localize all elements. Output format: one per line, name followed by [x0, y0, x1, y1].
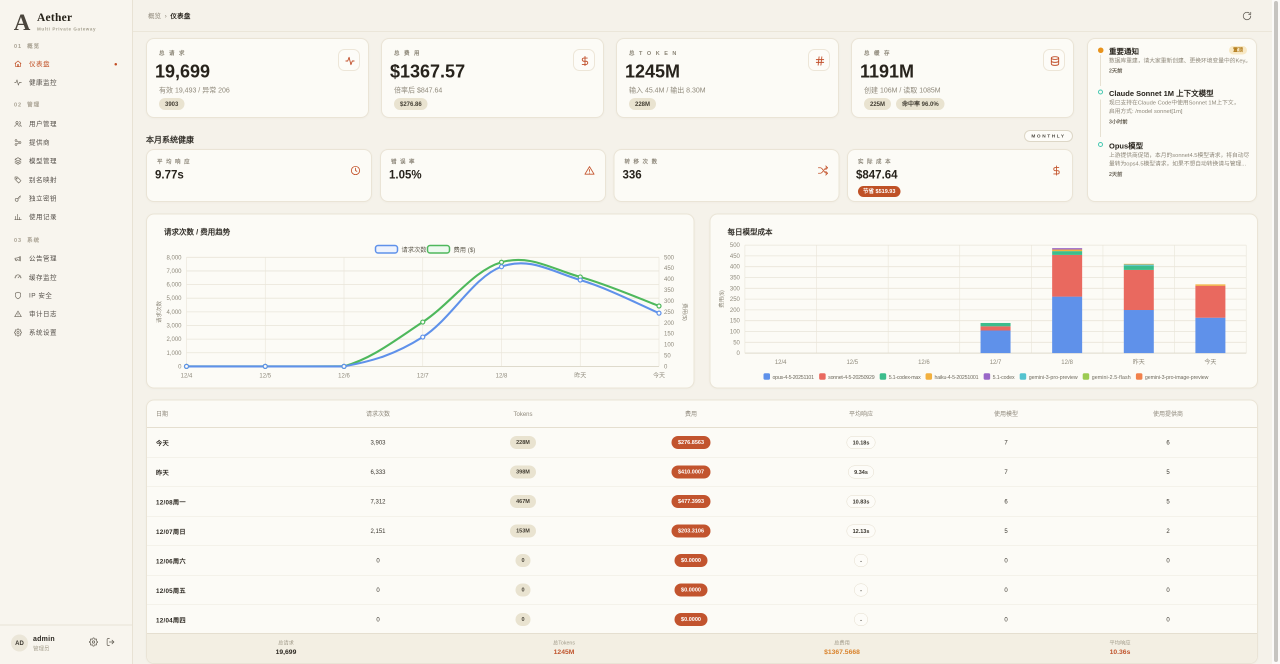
svg-text:5,000: 5,000	[166, 296, 182, 302]
svg-text:昨天: 昨天	[574, 371, 586, 379]
svg-text:400: 400	[664, 277, 675, 283]
svg-text:450: 450	[664, 266, 675, 272]
svg-text:费用 ($): 费用 ($)	[454, 245, 476, 254]
svg-text:1,000: 1,000	[166, 351, 182, 357]
svg-text:250: 250	[730, 297, 741, 303]
svg-text:50: 50	[733, 340, 740, 346]
svg-text:12/7: 12/7	[990, 360, 1002, 366]
svg-text:2,000: 2,000	[166, 337, 182, 343]
svg-text:350: 350	[664, 288, 675, 294]
svg-text:8,000: 8,000	[166, 255, 182, 261]
svg-text:150: 150	[730, 319, 741, 325]
svg-text:12/8: 12/8	[1061, 360, 1073, 366]
svg-text:450: 450	[730, 254, 741, 260]
svg-text:4,000: 4,000	[166, 310, 182, 316]
svg-text:300: 300	[730, 286, 741, 292]
svg-text:100: 100	[730, 330, 741, 336]
svg-text:500: 500	[730, 243, 741, 249]
svg-text:12/7: 12/7	[417, 373, 429, 379]
svg-text:今天: 今天	[1204, 358, 1216, 366]
svg-text:12/4: 12/4	[181, 373, 193, 379]
svg-text:0: 0	[664, 364, 668, 370]
svg-text:250: 250	[664, 310, 675, 316]
svg-text:请求次数: 请求次数	[402, 245, 428, 254]
svg-text:12/5: 12/5	[846, 360, 858, 366]
svg-text:opus-4-5-20251101: opus-4-5-20251101	[773, 375, 815, 381]
svg-text:100: 100	[664, 343, 675, 349]
svg-text:0: 0	[178, 364, 182, 370]
svg-text:昨天: 昨天	[1133, 358, 1145, 366]
svg-text:50: 50	[664, 354, 671, 360]
svg-text:150: 150	[664, 332, 675, 338]
svg-text:6,000: 6,000	[166, 283, 182, 289]
svg-text:12/5: 12/5	[259, 373, 271, 379]
svg-text:0: 0	[737, 351, 741, 357]
svg-text:haiku-4-5-20251001: haiku-4-5-20251001	[935, 375, 979, 381]
svg-text:5.1-codex-max: 5.1-codex-max	[889, 375, 921, 381]
svg-text:12/6: 12/6	[338, 373, 350, 379]
svg-text:今天: 今天	[653, 371, 665, 379]
svg-text:gemini-2.5-flash: gemini-2.5-flash	[1092, 375, 1131, 381]
svg-text:12/6: 12/6	[918, 360, 930, 366]
svg-text:200: 200	[664, 321, 675, 327]
svg-text:5.1-codex: 5.1-codex	[993, 375, 1015, 381]
svg-text:3,000: 3,000	[166, 324, 182, 330]
svg-text:费用($): 费用($)	[681, 303, 689, 321]
svg-text:gemini-3-pro-preview: gemini-3-pro-preview	[1029, 375, 1078, 381]
svg-text:300: 300	[664, 299, 675, 305]
svg-text:费用($): 费用($)	[718, 290, 726, 308]
svg-text:200: 200	[730, 308, 741, 314]
svg-text:400: 400	[730, 265, 741, 271]
svg-text:gemini-3-pro-image-preview: gemini-3-pro-image-preview	[1145, 375, 1209, 381]
svg-text:12/8: 12/8	[496, 373, 508, 379]
svg-text:请求次数: 请求次数	[155, 301, 163, 324]
svg-text:500: 500	[664, 255, 675, 261]
svg-text:350: 350	[730, 276, 741, 282]
svg-text:sonnet-4-5-20250929: sonnet-4-5-20250929	[828, 375, 875, 381]
svg-text:7,000: 7,000	[166, 269, 182, 275]
svg-text:12/4: 12/4	[775, 360, 787, 366]
